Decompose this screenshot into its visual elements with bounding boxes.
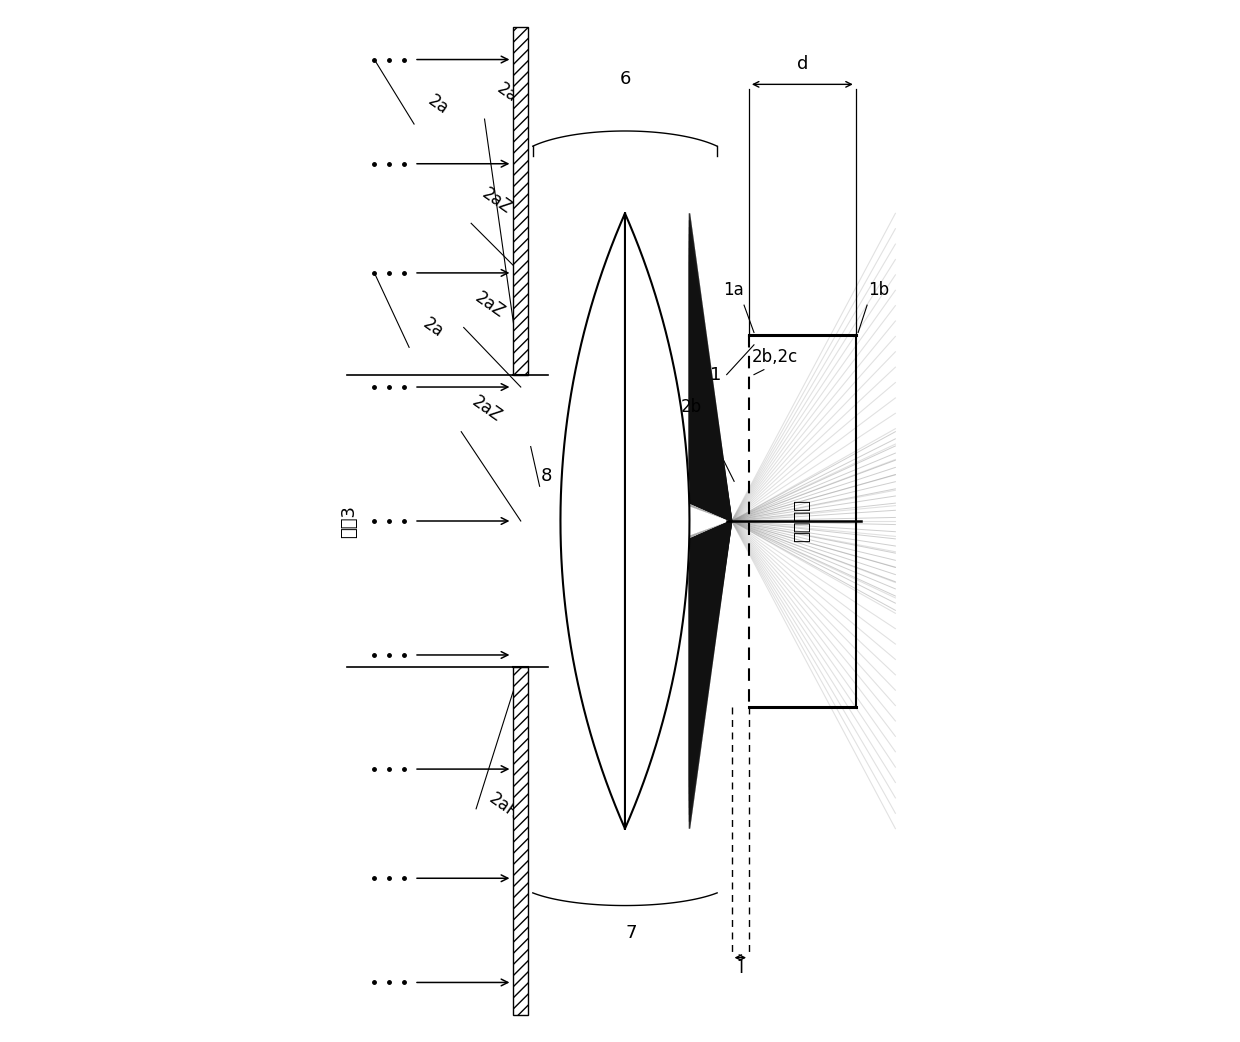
Text: 来自3: 来自3 [341,504,358,538]
Polygon shape [689,214,732,521]
Polygon shape [689,521,732,828]
Polygon shape [689,521,732,787]
Polygon shape [689,521,732,828]
Text: 2aZ: 2aZ [469,393,506,426]
Polygon shape [689,214,732,521]
Polygon shape [689,241,732,521]
Polygon shape [689,227,732,521]
Polygon shape [689,521,732,828]
Polygon shape [689,262,732,521]
Text: 2a: 2a [424,92,451,118]
Polygon shape [689,214,732,521]
Polygon shape [689,521,732,828]
Text: 透明材料: 透明材料 [794,499,811,543]
Polygon shape [689,521,732,822]
Polygon shape [689,214,732,521]
Polygon shape [689,214,732,521]
Polygon shape [689,521,732,828]
Text: 2a: 2a [419,315,446,342]
Text: 1: 1 [711,366,722,383]
Polygon shape [689,521,732,828]
Bar [513,27,528,375]
Polygon shape [689,521,732,815]
Text: 2b: 2b [681,398,702,416]
Text: d: d [796,55,808,74]
Polygon shape [689,214,732,521]
Polygon shape [689,214,732,521]
Text: l: l [738,959,743,976]
Polygon shape [689,521,732,828]
Polygon shape [689,521,732,828]
Polygon shape [689,255,732,521]
Polygon shape [689,521,732,828]
Text: 2b,2c: 2b,2c [751,348,797,366]
Polygon shape [689,214,732,521]
Polygon shape [689,214,732,521]
Text: 2aZ: 2aZ [479,184,516,218]
Polygon shape [689,521,732,801]
Polygon shape [689,521,732,828]
Polygon shape [689,220,732,521]
Polygon shape [689,214,732,521]
Polygon shape [689,214,732,521]
Polygon shape [689,521,732,828]
Polygon shape [689,521,732,828]
Polygon shape [689,248,732,521]
Text: 6: 6 [619,71,631,89]
Text: 1a: 1a [723,281,744,299]
Polygon shape [689,521,732,780]
Polygon shape [689,214,732,521]
Polygon shape [689,521,732,828]
Polygon shape [689,521,732,794]
Polygon shape [689,521,732,808]
Polygon shape [689,214,732,521]
Polygon shape [689,214,732,521]
Text: 7: 7 [625,924,636,942]
Polygon shape [689,214,732,521]
Bar [513,667,528,1015]
Text: 2aR: 2aR [494,80,531,114]
Polygon shape [689,521,732,828]
Polygon shape [689,521,732,828]
Polygon shape [689,214,732,521]
Polygon shape [689,521,732,828]
Polygon shape [689,521,732,828]
Polygon shape [689,234,732,521]
Polygon shape [689,214,732,521]
Text: 2aZ: 2aZ [471,289,508,322]
Text: 1b: 1b [868,281,889,299]
Text: 8: 8 [541,467,552,486]
Text: 2aR: 2aR [485,790,522,823]
Polygon shape [560,214,689,828]
